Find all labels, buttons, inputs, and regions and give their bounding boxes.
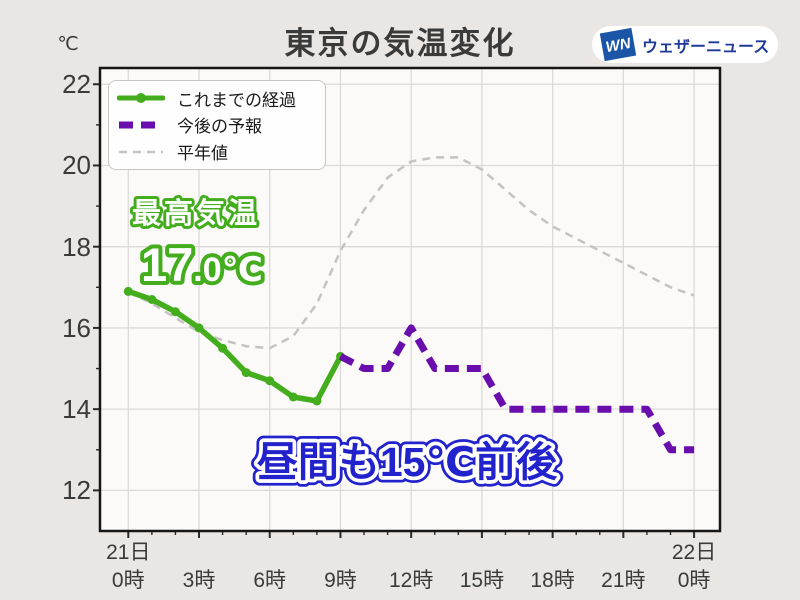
x-tick-label: 3時 [183,537,216,595]
data-point [218,343,228,353]
wn-logo-icon: WN [599,27,637,62]
x-tick-day: 22日 [671,541,717,564]
x-tick-hour: 18時 [530,569,575,592]
data-point [265,376,275,386]
x-tick-hour: 0時 [111,569,145,592]
plot-border [98,66,722,533]
x-tick-hour: 15時 [459,569,505,592]
logo-name: ウェザーニュース [642,38,770,56]
y-axis-unit: ℃ [57,34,79,55]
annotation-layer: 最高気温 17.0℃ 昼間も15℃前後 昼間も15℃前後 昼間も15℃前後 [129,194,565,492]
forecast-line-sample [119,121,163,129]
x-tick-hour: 6時 [253,569,287,592]
legend-label: これまでの経過 [177,90,296,110]
x-tick-label: 22日 0時 [672,537,716,595]
series-平年値 [127,156,695,350]
y-tick-label: 12 [62,475,91,506]
data-point [123,286,133,296]
x-tick-hour: 12時 [388,569,434,592]
x-tick-label: 12時 [389,537,433,595]
legend-item-normal: 平年値 [109,139,325,165]
daytime-note-stroke: 昼間も15℃前後 [257,439,558,485]
y-tick-label: 18 [62,231,91,262]
data-point [312,396,322,406]
y-tick-label: 16 [62,312,91,343]
x-tick-label: 21日 0時 [106,537,150,595]
x-tick-hour: 9時 [324,569,357,592]
wn-logo-letters: WN [604,35,633,56]
legend-item-forecast: 今後の予報 [109,112,325,138]
wn-logo-square [599,27,637,62]
legend-box: これまでの経過 今後の予報 平年値 [108,80,326,170]
data-point [241,368,251,378]
daytime-note: 昼間も15℃前後 [257,439,558,485]
data-point [147,295,157,304]
series-これまでの経過 [125,288,344,404]
x-tick-hour: 3時 [182,569,216,592]
normal-line-sample [119,150,163,153]
x-tick-label: 15時 [460,537,504,595]
daytime-note-outline: 昼間も15℃前後 [257,439,558,485]
x-tick-label: 6時 [253,537,286,595]
data-point [288,392,298,402]
legend-item-observed: これまでの経過 [109,85,325,111]
weathernews-logo: WN ウェザーニュース [592,26,778,63]
max-temp-label: 最高気温 [132,197,260,230]
x-tick-label: 18時 [530,537,574,595]
y-tick-label: 22 [62,69,91,100]
legend-label: 今後の予報 [177,117,262,137]
x-tick-label: 21時 [601,537,645,595]
x-tick-hour: 21時 [601,569,646,592]
observed-line-sample [117,93,165,104]
max-temp-value: 17.0℃ [141,238,263,291]
data-point [170,307,180,317]
x-tick-hour: 0時 [677,569,711,592]
series-今後の予報 [338,324,695,454]
data-point [194,323,204,333]
x-tick-day: 21日 [106,541,151,564]
legend-label: 平年値 [177,144,228,164]
page-title: 東京の気温変化 [284,26,516,61]
y-tick-label: 20 [62,150,91,181]
y-tick-label: 14 [62,394,91,425]
x-tick-label: 9時 [324,537,357,595]
